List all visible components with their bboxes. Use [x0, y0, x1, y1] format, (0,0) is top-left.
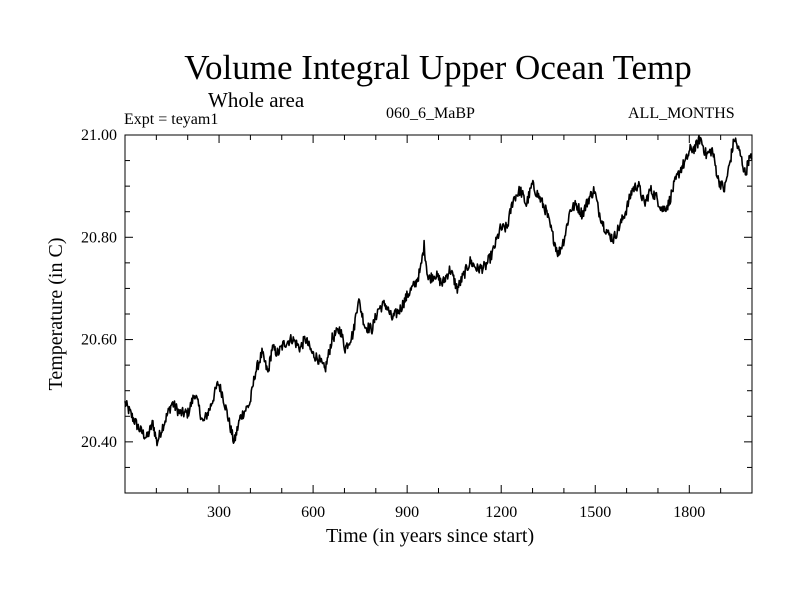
x-axis-label: Time (in years since start): [326, 525, 535, 547]
chart-title: Volume Integral Upper Ocean Temp: [184, 48, 692, 87]
y-tick-label: 20.40: [81, 434, 117, 451]
axis-tick-labels: 300 600 900 1200 1500 1800 20.40 20.60 20.80 21.0…: [81, 127, 705, 521]
plot-frame: [124, 134, 753, 494]
x-tick-label: 1500: [579, 504, 611, 521]
experiment-label: Expt = teyam1: [124, 111, 219, 128]
x-tick-label: 1800: [673, 504, 705, 521]
run-label: 060_6_MaBP: [386, 105, 475, 122]
axis-ticks: [125, 135, 752, 493]
chart-subtitle: Whole area: [208, 88, 305, 112]
series-group: [124, 134, 753, 447]
y-tick-label: 20.80: [81, 229, 117, 246]
months-label: ALL_MONTHS: [628, 105, 735, 122]
y-tick-label: 20.60: [81, 332, 117, 349]
series-line: [124, 134, 753, 447]
y-tick-label: 21.00: [81, 127, 117, 144]
x-tick-label: 1200: [485, 504, 517, 521]
x-tick-label: 300: [207, 504, 231, 521]
x-tick-label: 900: [395, 504, 419, 521]
x-tick-label: 600: [301, 504, 325, 521]
